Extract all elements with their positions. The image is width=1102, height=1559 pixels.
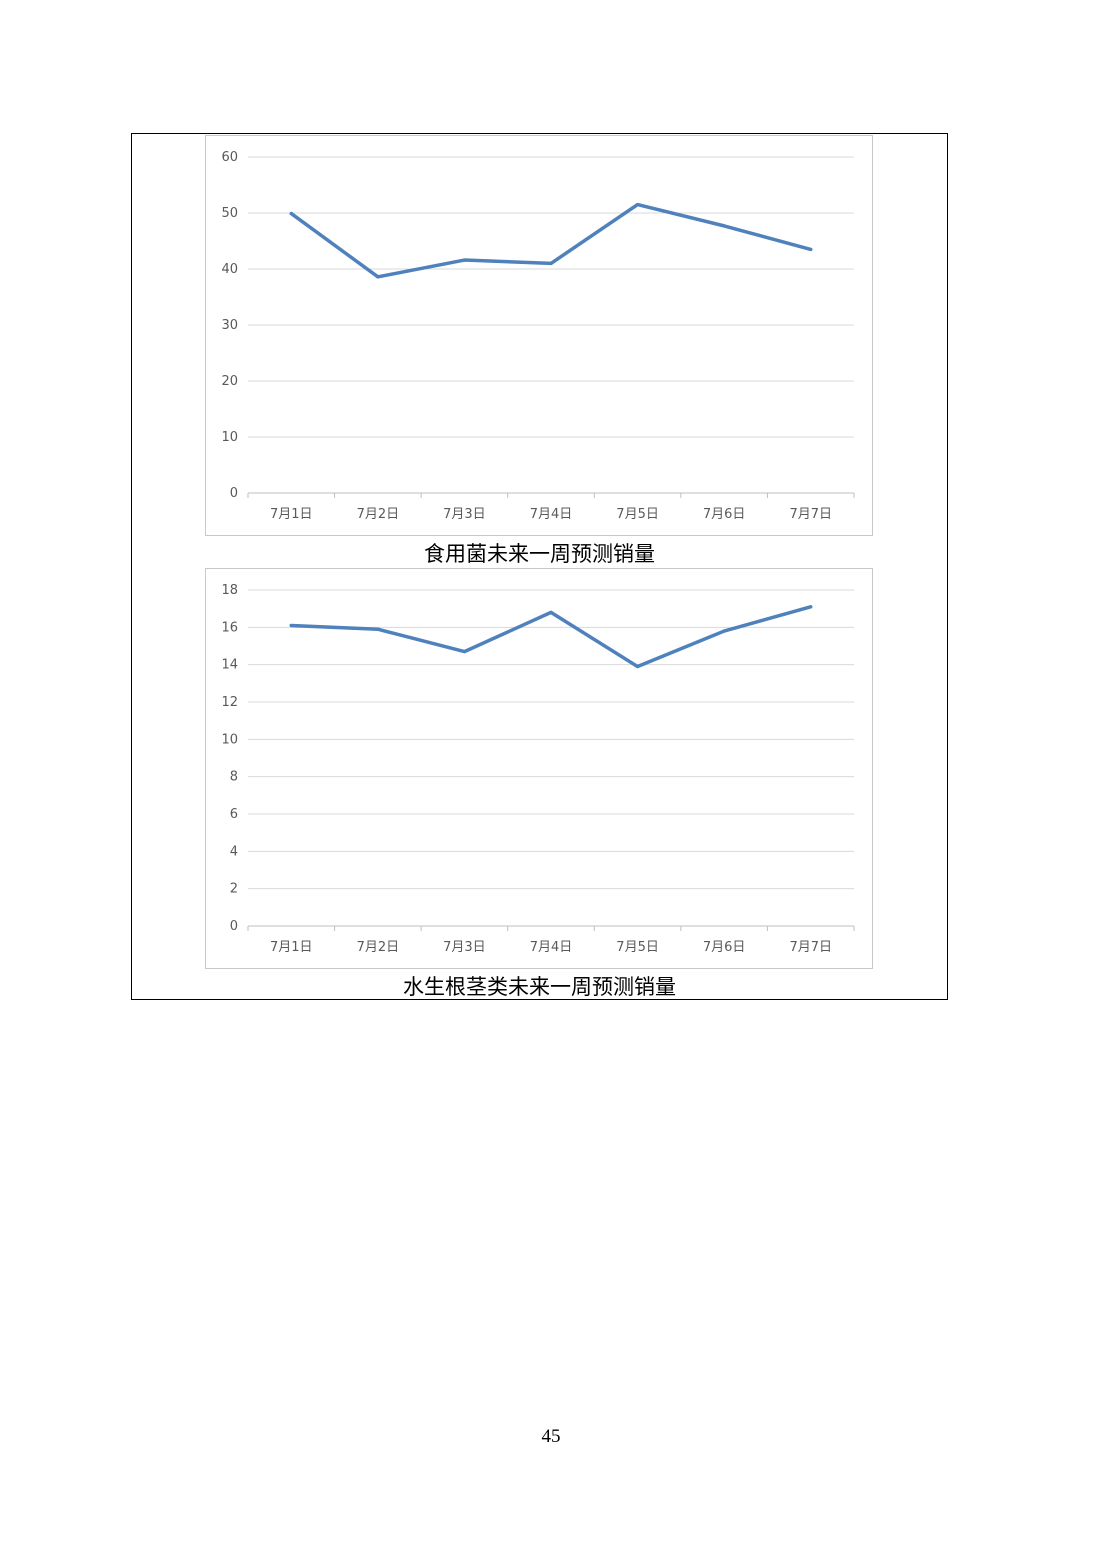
y-tick-label: 10 bbox=[221, 430, 238, 445]
y-tick-label: 20 bbox=[221, 374, 238, 389]
x-tick-label: 7月1日 bbox=[270, 940, 313, 955]
data-point bbox=[289, 211, 293, 216]
y-tick-label: 8 bbox=[230, 770, 238, 785]
data-point bbox=[635, 664, 640, 669]
y-tick-label: 10 bbox=[221, 732, 238, 747]
data-point bbox=[722, 224, 726, 228]
x-tick-label: 7月5日 bbox=[616, 940, 659, 955]
data-point bbox=[376, 627, 380, 631]
data-point bbox=[462, 258, 467, 262]
x-tick-label: 7月4日 bbox=[530, 507, 573, 522]
x-tick-label: 7月6日 bbox=[703, 940, 746, 955]
chart-edible-fungi: 0 10 20 30 40 50 60 7月1日 7月2日 7月3日 7月4日 7月5日 7月6日 7月7… bbox=[205, 135, 873, 536]
data-point bbox=[722, 629, 726, 633]
y-tick-label: 4 bbox=[230, 844, 238, 859]
y-tick-label: 2 bbox=[230, 882, 238, 897]
data-point bbox=[462, 650, 467, 654]
data-point bbox=[809, 605, 813, 609]
y-tick-label: 16 bbox=[221, 620, 238, 635]
figure-frame bbox=[131, 133, 948, 1000]
x-tick-label: 7月2日 bbox=[357, 940, 400, 955]
y-tick-label: 40 bbox=[221, 262, 238, 277]
x-tick-label: 7月5日 bbox=[616, 507, 659, 522]
series-line bbox=[289, 202, 813, 279]
y-tick-label: 0 bbox=[230, 919, 238, 934]
x-tick-label: 7月2日 bbox=[357, 507, 400, 522]
y-tick-label: 12 bbox=[221, 695, 238, 710]
data-point bbox=[549, 261, 553, 265]
x-tick-label: 7月7日 bbox=[789, 940, 832, 955]
data-point bbox=[289, 623, 293, 628]
x-tick-label: 7月3日 bbox=[443, 507, 486, 522]
chart-title-aquatic-roots: 水生根茎类未来一周预测销量 bbox=[403, 975, 676, 999]
y-tick-label: 18 bbox=[221, 583, 238, 598]
chart-edible-fungi-plot: 0 10 20 30 40 50 60 7月1日 7月2日 7月3日 7月4日 7月5日 7月6日 7月7… bbox=[221, 150, 855, 522]
x-tick-label: 7月3日 bbox=[443, 940, 486, 955]
y-tick-label: 60 bbox=[221, 150, 238, 165]
chart-aquatic-roots: 0 2 4 6 8 10 12 14 16 18 7月1日 7月2日 7月3日 7月4日 7月5日 7月6日 7… bbox=[205, 568, 873, 969]
y-tick-label: 14 bbox=[221, 658, 238, 673]
page-number: 45 bbox=[541, 1426, 561, 1447]
data-point bbox=[376, 275, 380, 279]
data-point bbox=[635, 203, 640, 207]
data-point bbox=[809, 247, 813, 251]
y-tick-label: 50 bbox=[221, 206, 238, 221]
series-line bbox=[289, 605, 813, 669]
x-tick-label: 7月1日 bbox=[270, 507, 313, 522]
chart-title-edible-fungi: 食用菌未来一周预测销量 bbox=[424, 542, 655, 566]
x-tick-label: 7月7日 bbox=[789, 507, 832, 522]
y-tick-label: 6 bbox=[230, 807, 238, 822]
y-tick-label: 30 bbox=[221, 318, 238, 333]
y-tick-label: 0 bbox=[230, 486, 238, 501]
data-point bbox=[549, 610, 553, 614]
chart-aquatic-roots-plot: 0 2 4 6 8 10 12 14 16 18 7月1日 7月2日 7月3日 7月4日 7月5日 7月6日 7… bbox=[221, 583, 855, 955]
x-tick-label: 7月4日 bbox=[530, 940, 573, 955]
x-tick-label: 7月6日 bbox=[703, 507, 746, 522]
